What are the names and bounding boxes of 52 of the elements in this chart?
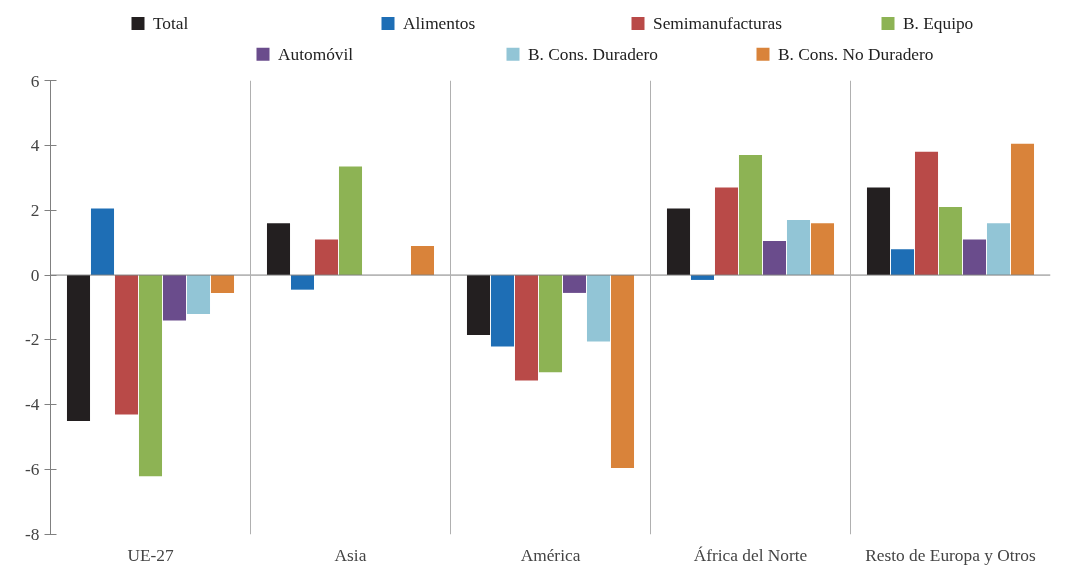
bar	[666, 208, 691, 276]
bar	[714, 187, 739, 276]
y-tick-label: -2	[25, 330, 40, 350]
bar	[890, 249, 915, 276]
legend-label: Alimentos	[403, 13, 476, 33]
x-tick-label: América	[520, 545, 581, 565]
bar	[986, 223, 1011, 276]
bar	[810, 223, 835, 276]
legend-label: Total	[153, 13, 189, 33]
bar	[90, 208, 115, 276]
bar	[138, 275, 163, 477]
legend-label: B. Cons. Duradero	[528, 44, 658, 64]
legend-label: Semimanufacturas	[653, 13, 783, 33]
y-tick-label: 0	[30, 265, 40, 285]
bar	[114, 275, 139, 415]
bar	[314, 239, 339, 276]
bar	[538, 275, 563, 373]
y-tick-label: 4	[30, 135, 40, 155]
bar	[466, 275, 491, 336]
bar	[410, 245, 435, 276]
y-tick-label: -8	[25, 525, 40, 544]
y-tick-label: 6	[30, 71, 40, 91]
bar	[490, 275, 515, 347]
bar	[962, 239, 987, 276]
bar	[786, 219, 811, 276]
bar	[914, 151, 939, 276]
bar	[762, 241, 787, 276]
bar	[562, 275, 587, 293]
bar	[162, 275, 187, 321]
legend-label: B. Equipo	[903, 13, 974, 33]
bar	[186, 275, 211, 314]
bar	[1010, 143, 1035, 276]
x-tick-label: Resto de Europa y Otros	[865, 545, 1036, 565]
y-tick-label: 2	[30, 200, 40, 220]
bar	[610, 275, 635, 469]
bar	[938, 206, 963, 276]
bar	[210, 275, 235, 293]
legend-label: Automóvil	[278, 44, 354, 64]
bar	[866, 187, 891, 276]
bar	[738, 155, 763, 276]
y-tick-label: -6	[25, 460, 40, 480]
bar	[514, 275, 539, 381]
x-tick-label: UE-27	[127, 545, 174, 565]
bar	[66, 275, 91, 421]
legend-label: B. Cons. No Duradero	[778, 44, 934, 64]
bar	[586, 275, 611, 342]
x-tick-label: África del Norte	[693, 545, 808, 565]
bar	[266, 223, 291, 276]
bar	[290, 275, 315, 290]
y-tick-label: -4	[25, 395, 40, 415]
x-tick-label: Asia	[334, 545, 367, 565]
bar	[338, 166, 363, 276]
